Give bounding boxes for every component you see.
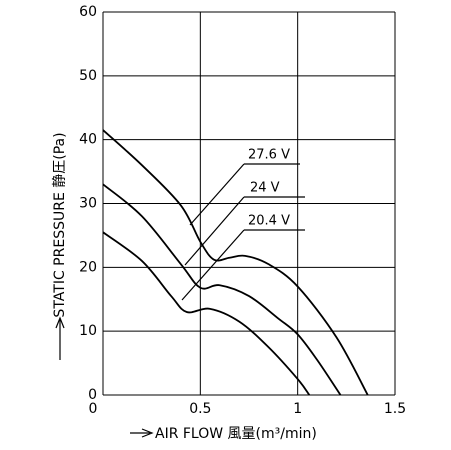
curve xyxy=(102,231,311,396)
series-label: 27.6 V xyxy=(248,148,290,163)
y-tick-label: 60 xyxy=(79,4,97,20)
y-axis-label: STATIC PRESSURE 静圧(Pa) xyxy=(52,132,68,317)
y-tick-label: 10 xyxy=(79,323,97,339)
curve xyxy=(102,129,369,396)
x-axis-label: AIR FLOW 風量(m³/min) xyxy=(155,426,317,442)
x-tick-label: 1.5 xyxy=(384,401,406,417)
y-tick-label: 50 xyxy=(79,68,97,84)
y-tick-label: 20 xyxy=(79,259,97,275)
series-label: 24 V xyxy=(250,181,280,196)
y-tick-label: 0 xyxy=(88,387,97,403)
x-tick-label: 0 xyxy=(89,401,98,417)
y-tick-label: 30 xyxy=(79,196,97,212)
series-label: 20.4 V xyxy=(248,214,290,229)
x-tick-label: 0.5 xyxy=(189,401,211,417)
annotation-leaders xyxy=(55,163,305,438)
curve xyxy=(102,183,342,396)
x-tick-label: 1 xyxy=(293,401,302,417)
y-tick-label: 40 xyxy=(79,132,97,148)
